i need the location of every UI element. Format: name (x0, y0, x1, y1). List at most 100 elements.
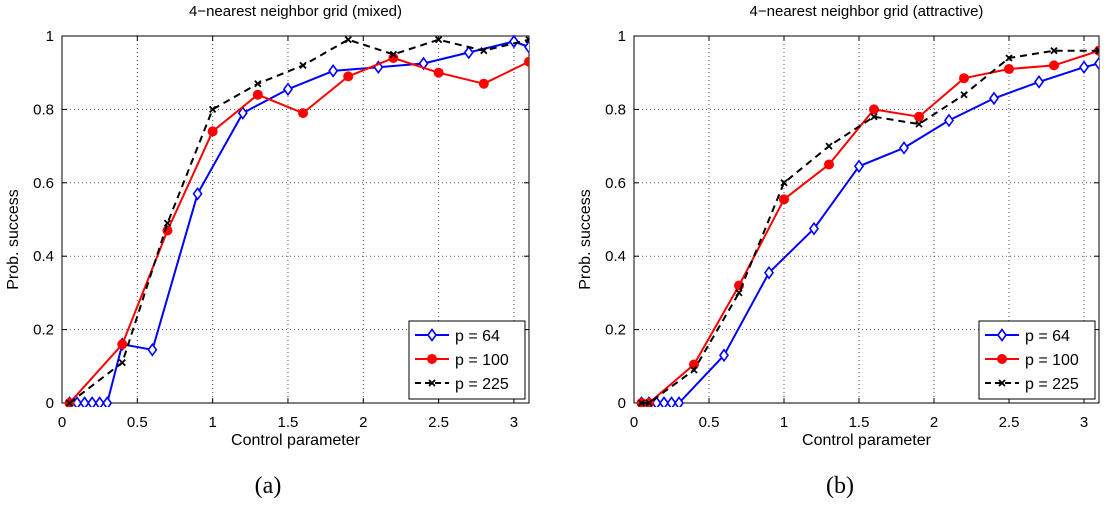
y-tick-label: 0 (46, 395, 54, 412)
data-point-diamond (719, 348, 729, 363)
data-point-diamond (102, 396, 113, 407)
data-point-x (915, 120, 923, 128)
data-point-x (209, 105, 217, 114)
y-axis-label: Prob. success (5, 189, 22, 289)
x-tick-label: 3 (510, 414, 518, 431)
data-point-circle (1004, 64, 1014, 75)
y-tick-label: 0.2 (33, 322, 54, 339)
data-point-x (299, 61, 307, 69)
data-point-circle (343, 71, 354, 82)
data-point-x (389, 50, 398, 58)
data-point-circle (117, 339, 128, 350)
chart-title: 4−nearest neighbor grid (attractive) (750, 3, 984, 20)
y-tick-label: 1 (618, 28, 626, 45)
data-point-circle (869, 104, 879, 115)
x-tick-label: 2 (359, 414, 367, 431)
data-point-x (637, 399, 646, 407)
data-point-diamond (463, 45, 474, 60)
data-point-diamond (651, 396, 662, 407)
data-point-diamond (1094, 56, 1099, 71)
data-point-x (870, 113, 878, 121)
legend-label: p = 225 (1025, 376, 1079, 393)
data-point-x (344, 36, 352, 44)
data-point-diamond (944, 113, 954, 128)
y-tick-label: 0.8 (605, 101, 626, 118)
data-point-x (434, 36, 443, 44)
legend-label: p = 64 (455, 328, 500, 345)
data-point-circle (252, 89, 263, 100)
legend-label: p = 100 (1025, 352, 1079, 369)
series-2 (637, 47, 1099, 407)
data-point-x (525, 36, 529, 44)
legend-label: p = 64 (1025, 328, 1070, 345)
panel-caption: (b) (826, 473, 854, 499)
chart-title: 4−nearest neighbor grid (mixed) (189, 3, 402, 20)
data-point-x (254, 80, 262, 88)
data-point-circle (779, 194, 789, 205)
data-point-x (163, 219, 172, 227)
x-tick-label: 3 (1080, 414, 1088, 431)
panel-caption: (a) (255, 473, 282, 499)
data-point-diamond (899, 141, 909, 155)
legend-label: p = 225 (455, 376, 509, 393)
data-point-x (998, 379, 1006, 387)
x-tick-label: 1 (780, 414, 788, 431)
data-point-circle (298, 108, 309, 119)
x-tick-label: 2.5 (999, 414, 1020, 431)
data-point-circle (207, 126, 218, 137)
data-point-circle (427, 354, 437, 364)
data-point-x (1050, 47, 1058, 55)
x-tick-label: 1.5 (278, 414, 299, 431)
data-point-diamond (282, 82, 293, 97)
data-point-diamond (427, 328, 437, 342)
data-point-x (690, 366, 698, 374)
data-point-diamond (508, 34, 519, 49)
data-point-x (780, 179, 788, 187)
data-point-diamond (147, 342, 158, 357)
chart-mixed: 0 0.5 1 1.5 2 2.5 3 0 0.2 0.4 0.6 0.8 1 p = 64 p = 100… (5, 3, 530, 499)
data-point-x (428, 379, 436, 387)
data-point-x (65, 399, 74, 407)
data-point-x (960, 91, 968, 99)
y-tick-label: 0.6 (605, 175, 626, 192)
data-point-circle (1049, 60, 1059, 71)
series-line (641, 49, 1099, 404)
data-point-diamond (659, 396, 669, 407)
data-point-diamond (72, 396, 83, 407)
data-point-diamond (997, 328, 1007, 342)
x-axis-label: Control parameter (802, 432, 932, 449)
y-tick-label: 1 (46, 28, 54, 45)
data-point-diamond (809, 221, 819, 236)
data-point-diamond (666, 396, 677, 407)
x-tick-label: 0 (58, 414, 66, 431)
data-point-diamond (764, 265, 774, 280)
data-point-x (480, 47, 488, 55)
x-tick-label: 1.5 (849, 414, 870, 431)
x-tick-label: 1 (208, 414, 216, 431)
data-point-diamond (237, 106, 248, 120)
data-point-diamond (854, 159, 864, 174)
x-tick-label: 2.5 (428, 414, 449, 431)
data-point-x (645, 399, 653, 407)
data-point-x (1005, 54, 1013, 62)
data-point-circle (959, 73, 969, 84)
data-point-diamond (989, 91, 999, 106)
data-point-diamond (674, 396, 684, 407)
y-tick-label: 0.8 (33, 101, 54, 118)
y-tick-label: 0.4 (605, 248, 626, 265)
data-point-diamond (192, 186, 203, 201)
y-tick-label: 0.2 (605, 322, 626, 339)
data-point-circle (524, 56, 529, 67)
x-tick-label: 2 (930, 414, 938, 431)
series-0 (64, 34, 529, 407)
x-tick-label: 0 (630, 414, 638, 431)
chart-attractive: 0 0.5 1 1.5 2 2.5 3 0 0.2 0.4 0.6 0.8 1 p = 64 p = 100… (577, 3, 1100, 499)
data-point-diamond (87, 396, 98, 407)
series-line (641, 49, 1099, 404)
data-point-circle (824, 159, 834, 170)
x-axis-label: Control parameter (231, 432, 361, 449)
y-tick-label: 0 (618, 395, 626, 412)
y-tick-label: 0.4 (33, 248, 54, 265)
data-point-circle (914, 111, 924, 122)
